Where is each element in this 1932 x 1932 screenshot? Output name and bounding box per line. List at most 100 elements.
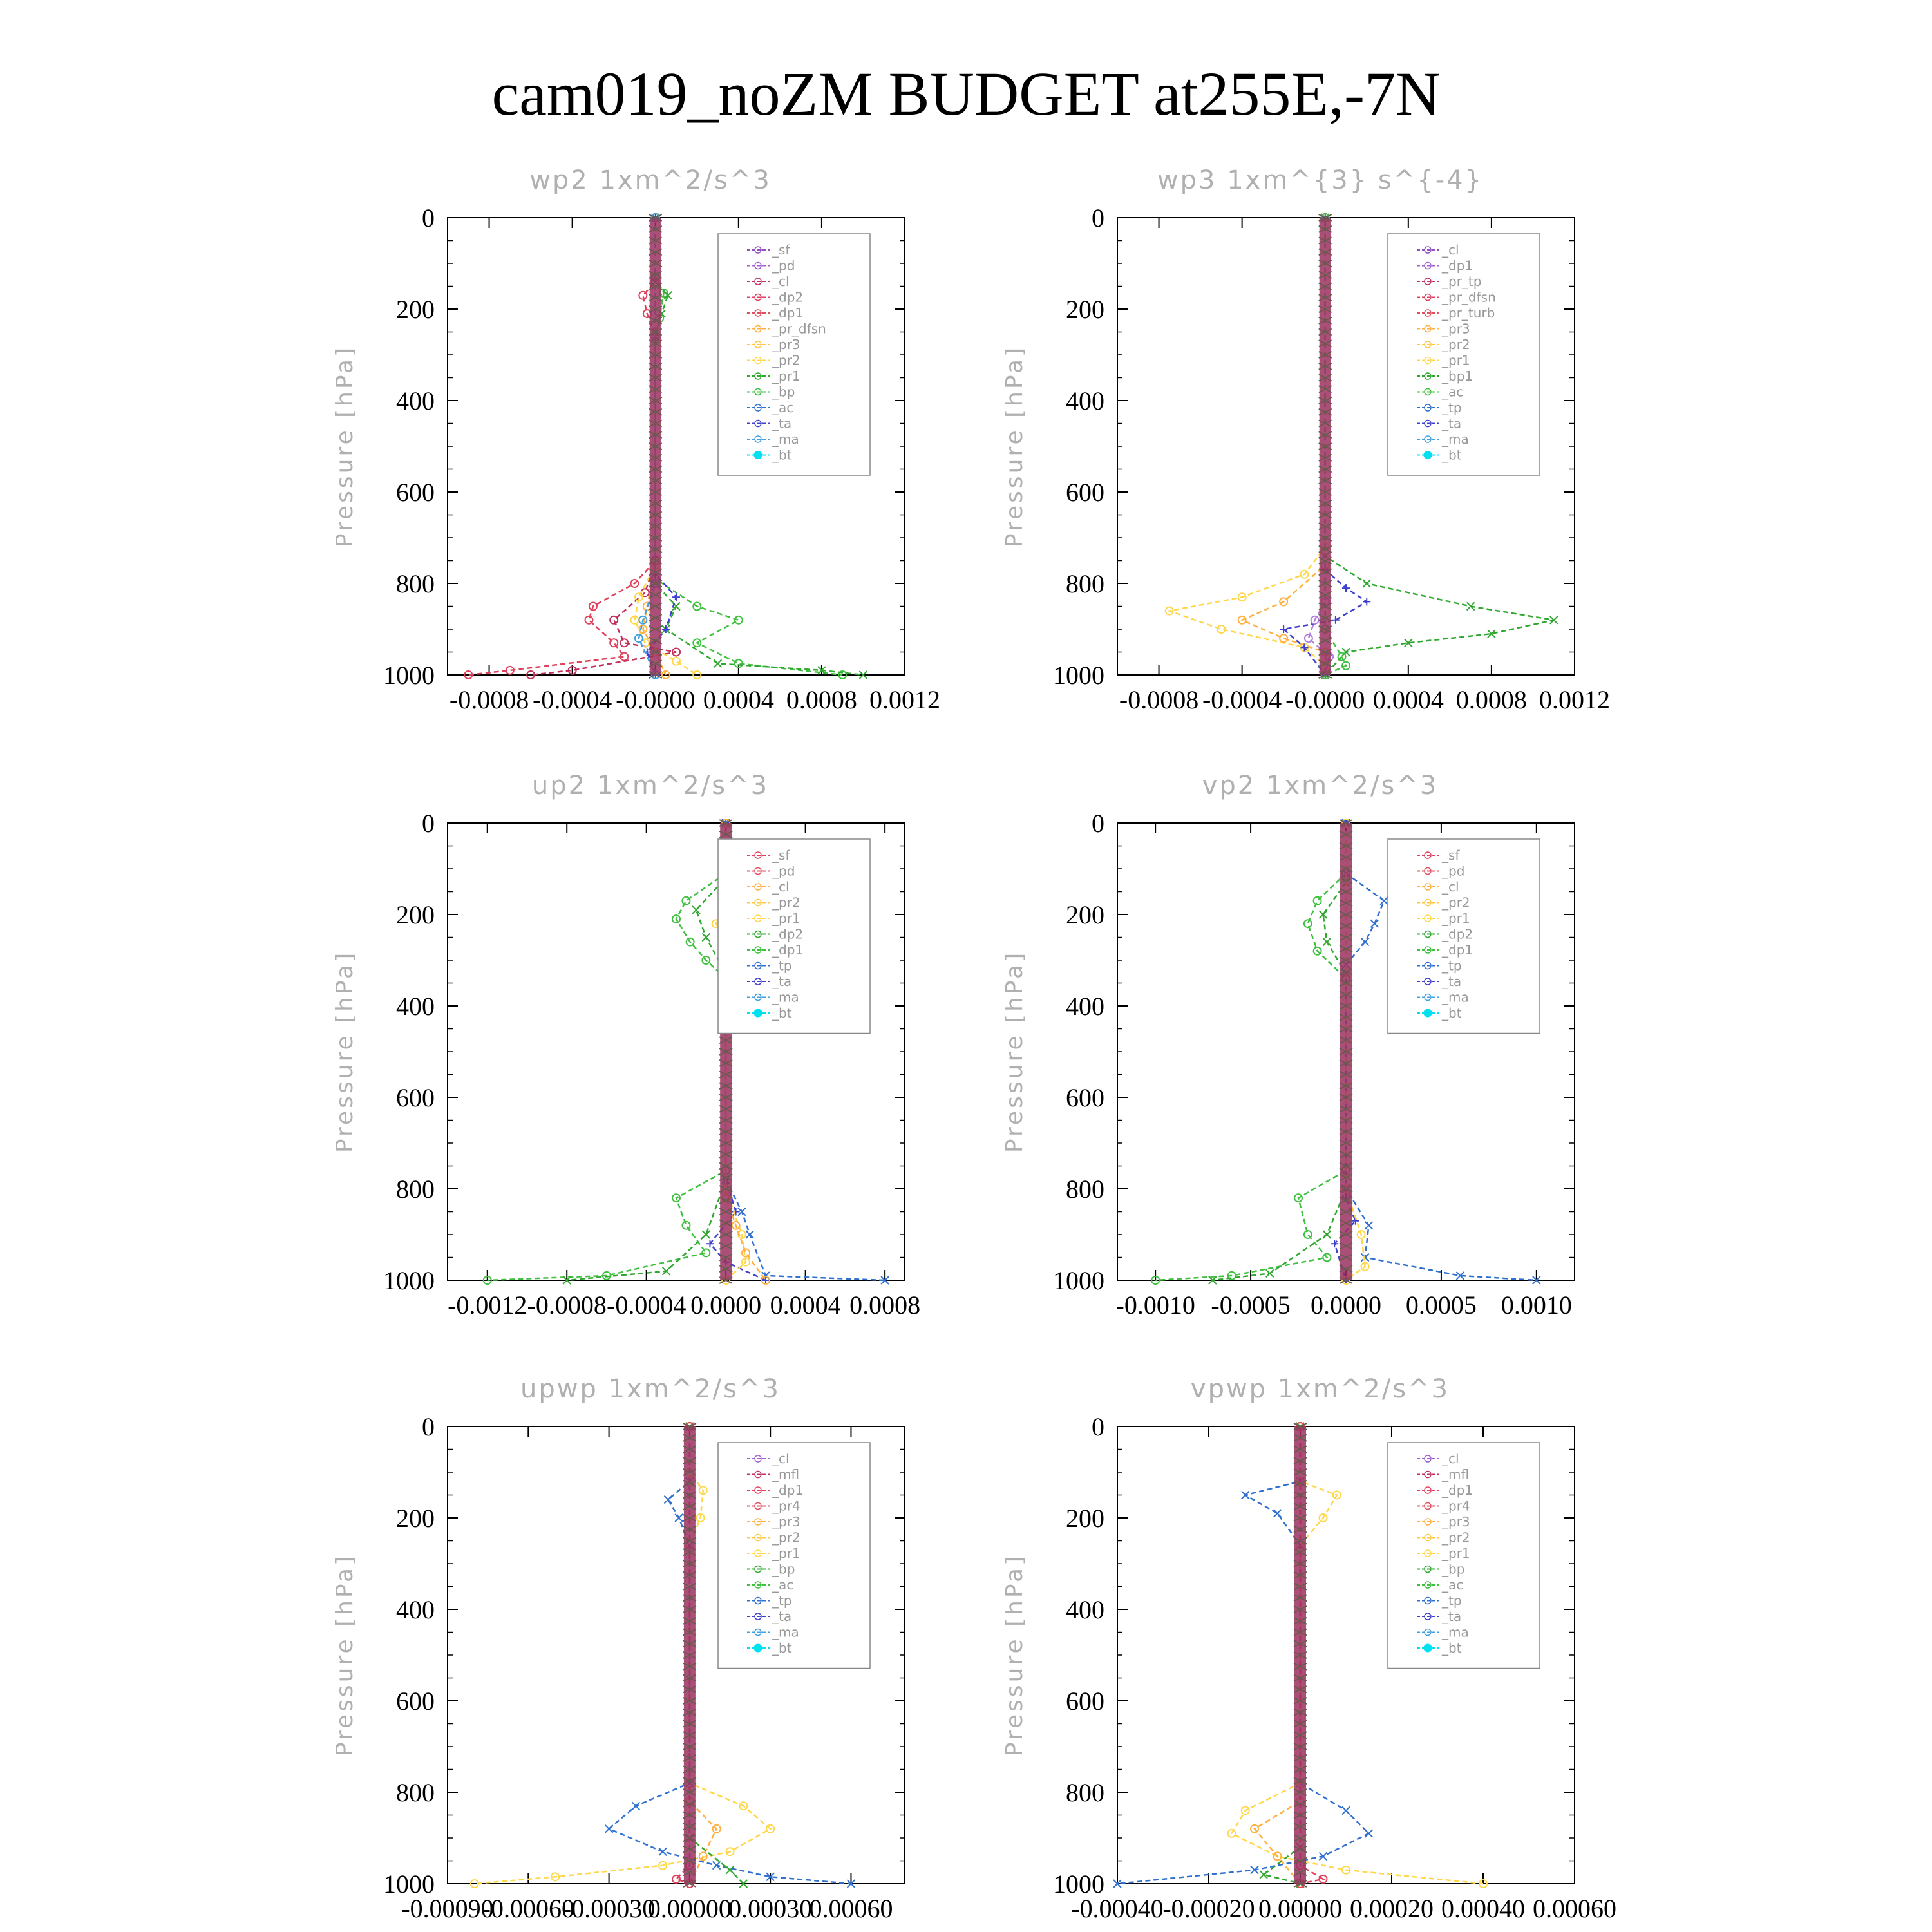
zero-bundle-marker: [1339, 1242, 1353, 1250]
legend-label: _pr2: [772, 353, 800, 368]
zero-bundle-marker: [683, 1525, 697, 1533]
x-tick-label: -0.0004: [533, 685, 612, 714]
zero-bundle-marker: [1339, 1219, 1353, 1227]
y-tick-label: 0: [422, 1412, 435, 1441]
legend-marker: [1424, 1565, 1432, 1573]
series-marker: [1379, 896, 1388, 905]
zero-bundle-marker: [1293, 1514, 1307, 1522]
panel-title: up2 1xm^2/s^3: [532, 771, 769, 800]
zero-bundle-marker: [1318, 214, 1332, 222]
zero-bundle-marker: [1293, 1491, 1307, 1499]
zero-bundle-marker: [683, 1674, 697, 1682]
legend-label: _ac: [772, 400, 793, 415]
zero-bundle-marker: [1293, 1697, 1307, 1705]
legend-marker: [1424, 246, 1432, 254]
zero-bundle-marker: [1318, 316, 1332, 325]
zero-bundle-marker: [683, 1834, 697, 1842]
zero-bundle-marker: [1339, 1265, 1353, 1273]
legend-marker: [754, 883, 762, 891]
zero-bundle-marker: [683, 1640, 697, 1648]
legend-marker: [1424, 309, 1432, 317]
zero-bundle-marker: [1339, 990, 1353, 999]
series-marker: [1237, 592, 1247, 602]
zero-bundle-marker: [1339, 933, 1353, 942]
legend-label: _mfl: [772, 1467, 799, 1482]
series-marker: [1331, 1240, 1339, 1248]
legend-label: _sf: [772, 242, 790, 258]
legend-marker: [1424, 388, 1432, 396]
zero-bundle-marker: [1318, 477, 1332, 485]
legend-marker: [754, 372, 762, 380]
zero-bundle-marker: [1318, 328, 1332, 336]
series-marker: [761, 1276, 770, 1284]
series-marker: [658, 1847, 667, 1857]
zero-bundle-marker: [1339, 1094, 1353, 1101]
series-marker: [713, 659, 723, 668]
y-tick-label: 200: [1066, 1504, 1104, 1533]
zero-bundle-marker: [649, 339, 663, 348]
series-marker: [638, 625, 648, 634]
x-tick-label: 0.0004: [770, 1291, 841, 1320]
series-line: [474, 1426, 772, 1885]
series-marker: [1240, 1806, 1250, 1815]
zero-bundle-marker: [719, 830, 733, 838]
series-marker: [1322, 937, 1332, 947]
zero-bundle-marker: [1318, 465, 1332, 473]
legend-marker: [1424, 930, 1432, 938]
series-marker: [526, 670, 536, 679]
legend-label: _pd: [772, 258, 795, 274]
zero-bundle-marker: [649, 625, 663, 633]
series-marker: [588, 601, 598, 611]
legend-label: _cl: [1441, 1451, 1459, 1466]
zero-bundle-marker: [649, 465, 663, 473]
zero-bundle-marker: [1339, 1162, 1353, 1170]
legend-label: _pr_tp: [1441, 274, 1481, 289]
zero-bundle-marker: [719, 1231, 733, 1238]
series-marker: [1300, 569, 1309, 579]
series-marker: [712, 1824, 721, 1833]
zero-bundle-marker: [1339, 911, 1353, 918]
legend-marker: [1424, 867, 1432, 875]
legend-marker: [754, 325, 762, 333]
zero-bundle-marker: [649, 499, 663, 507]
y-axis-label: Pressure [hPa]: [1001, 1554, 1028, 1756]
chart-panel-1: wp2 1xm^2/s^3 Pressure [hPa] 0 200 400 600 800…: [332, 166, 940, 714]
legend-label: _tp: [1441, 958, 1462, 974]
series-line: [724, 823, 766, 1281]
legend-marker: [1424, 325, 1432, 333]
legend-marker: [754, 435, 762, 443]
legend-label: _pr_dfsn: [1441, 290, 1496, 305]
series-marker: [469, 1879, 479, 1888]
series-marker: [634, 592, 643, 602]
series-marker: [681, 896, 691, 905]
series-marker: [880, 1276, 889, 1285]
y-tick-label: 400: [1066, 386, 1104, 415]
series-marker: [634, 634, 643, 643]
series-marker: [482, 1276, 492, 1285]
series-marker: [1322, 1253, 1332, 1262]
x-tick-label: 0.00020: [1350, 1894, 1434, 1923]
legend-marker: [1424, 1470, 1432, 1479]
zero-bundle-marker: [719, 1242, 733, 1250]
series-marker: [701, 933, 711, 942]
zero-bundle-marker: [1339, 1036, 1353, 1045]
x-tick-label: 0.0008: [849, 1291, 920, 1320]
series-marker: [1487, 629, 1496, 638]
series-marker: [630, 579, 639, 588]
legend-label: _ac: [1441, 384, 1463, 400]
series-marker: [1364, 1829, 1374, 1838]
legend-marker: [754, 356, 762, 365]
zero-bundle-marker: [1318, 499, 1332, 507]
series-marker: [1273, 1852, 1282, 1861]
series-marker: [1259, 1870, 1268, 1879]
legend-marker: [754, 978, 762, 985]
y-tick-label: 1000: [383, 1870, 435, 1899]
y-tick-label: 200: [396, 295, 435, 324]
legend-marker: [1424, 946, 1432, 954]
legend-label: _ta: [1441, 416, 1461, 431]
zero-bundle-marker: [649, 556, 663, 565]
zero-bundle-marker: [1339, 1116, 1353, 1124]
series-marker: [737, 1230, 746, 1239]
legend-marker: [1424, 435, 1432, 443]
